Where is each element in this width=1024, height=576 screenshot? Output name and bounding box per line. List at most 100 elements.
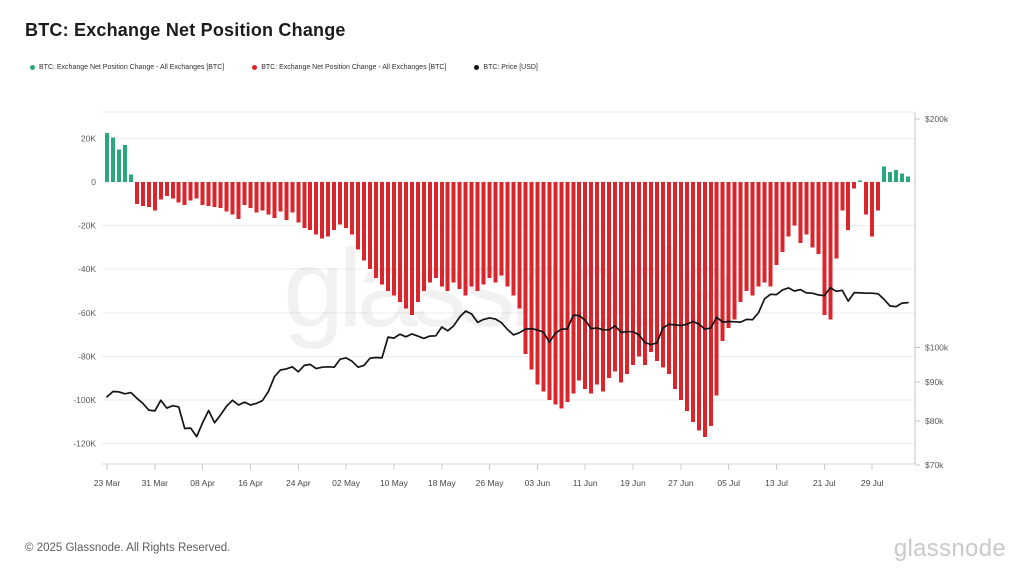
svg-text:19 Jun: 19 Jun: [620, 478, 646, 488]
svg-text:18 May: 18 May: [428, 478, 457, 488]
bar: [493, 182, 498, 283]
bar: [206, 182, 211, 206]
svg-text:02 May: 02 May: [332, 478, 361, 488]
bar: [308, 182, 313, 230]
bar: [445, 182, 450, 291]
bar: [200, 182, 205, 205]
svg-text:03 Jun: 03 Jun: [525, 478, 551, 488]
svg-text:26 May: 26 May: [476, 478, 505, 488]
bar: [708, 182, 713, 427]
bar: [720, 182, 725, 342]
y-axis-left: 20K 0 -20K -40K -60K -80K -100K -120K: [73, 133, 96, 448]
bar: [254, 182, 259, 213]
svg-text:08 Apr: 08 Apr: [190, 478, 215, 488]
bar: [439, 182, 444, 287]
bar: [583, 182, 588, 390]
glassnode-logo: glassnode: [893, 535, 1006, 562]
bar: [284, 182, 289, 221]
svg-text:24 Apr: 24 Apr: [286, 478, 311, 488]
svg-text:13 Jul: 13 Jul: [765, 478, 788, 488]
bar: [547, 182, 552, 400]
bar: [356, 182, 361, 250]
svg-text:10 May: 10 May: [380, 478, 409, 488]
bar: [828, 182, 833, 320]
bar: [732, 182, 737, 320]
legend-item-net-position-positive[interactable]: BTC: Exchange Net Position Change - All …: [30, 64, 224, 71]
bar: [619, 182, 624, 383]
bar: [350, 182, 355, 235]
svg-text:-40K: -40K: [78, 264, 96, 274]
bar: [529, 182, 534, 370]
bar: [152, 182, 157, 211]
bar: [900, 173, 905, 182]
bar: [116, 149, 121, 182]
svg-text:16 Apr: 16 Apr: [238, 478, 263, 488]
svg-text:20K: 20K: [81, 133, 96, 143]
bar: [750, 182, 755, 296]
bar: [332, 182, 337, 230]
bar: [128, 174, 133, 182]
bar: [523, 182, 528, 355]
bar: [577, 182, 582, 381]
svg-text:-20K: -20K: [78, 221, 96, 231]
legend-item-net-position-negative[interactable]: BTC: Exchange Net Position Change - All …: [252, 64, 446, 71]
bar: [702, 182, 707, 438]
bar: [631, 182, 636, 366]
legend-item-price[interactable]: BTC: Price [USD]: [474, 64, 538, 71]
bar: [421, 182, 426, 291]
bar: [589, 182, 594, 394]
bar: [391, 182, 396, 296]
bar: [559, 182, 564, 409]
price-line: [106, 286, 909, 438]
bar: [816, 182, 821, 254]
svg-text:-80K: -80K: [78, 351, 96, 361]
bar: [379, 182, 384, 285]
bar: [362, 182, 367, 261]
bar: [637, 182, 642, 357]
svg-text:-60K: -60K: [78, 308, 96, 318]
bar: [451, 182, 456, 283]
bar: [409, 182, 414, 315]
bar: [314, 182, 319, 235]
bar: [248, 182, 253, 209]
bar: [601, 182, 606, 392]
bar: [792, 182, 797, 226]
bar: [696, 182, 701, 431]
bar: [403, 182, 408, 309]
bar: [218, 182, 223, 209]
bar: [188, 182, 193, 201]
svg-text:$200k: $200k: [925, 114, 949, 124]
bar: [475, 182, 480, 291]
bar: [469, 182, 474, 287]
bar: [385, 182, 390, 291]
bar: [374, 182, 378, 278]
bar: [320, 182, 325, 239]
bar: [105, 132, 109, 182]
svg-text:23 Mar: 23 Mar: [94, 478, 121, 488]
bar: [714, 182, 719, 396]
bar: [678, 182, 683, 400]
svg-text:31 Mar: 31 Mar: [142, 478, 169, 488]
svg-text:0: 0: [91, 177, 96, 187]
bar: [595, 182, 600, 385]
bar: [242, 182, 247, 205]
bar: [296, 182, 301, 223]
legend-label: BTC: Exchange Net Position Change - All …: [39, 64, 225, 71]
legend-label: BTC: Exchange Net Position Change - All …: [261, 64, 447, 71]
svg-text:29 Jul: 29 Jul: [861, 478, 884, 488]
bar: [756, 182, 761, 287]
bar: [744, 182, 749, 291]
bar: [894, 170, 899, 182]
svg-text:$90k: $90k: [925, 377, 944, 387]
bar: [433, 182, 438, 278]
bar: [212, 182, 217, 208]
bar: [762, 182, 767, 283]
bar: [260, 182, 265, 211]
bar: [134, 182, 139, 204]
green-dot-icon: [30, 65, 35, 70]
bar: [804, 182, 809, 235]
bar: [571, 182, 576, 394]
bar: [164, 182, 169, 197]
